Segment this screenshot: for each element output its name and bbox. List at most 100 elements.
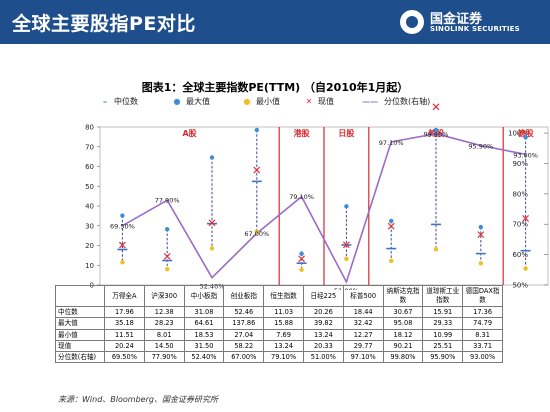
table-row-header: 中位数 bbox=[55, 305, 105, 319]
current-marker bbox=[118, 241, 126, 249]
legend-median-label: 中位数 bbox=[114, 97, 138, 106]
right-axis-tick-label: 50% bbox=[512, 282, 528, 290]
table-cell: 15.88 bbox=[263, 317, 304, 330]
min-point bbox=[165, 266, 170, 272]
table-cell: 58.22 bbox=[223, 339, 265, 353]
legend-min-label: 最小值 bbox=[256, 97, 280, 106]
table-cell: 30.67 bbox=[382, 305, 424, 319]
median-marker-icon: – bbox=[103, 97, 107, 106]
percentile-data-label: 99.80% bbox=[424, 131, 449, 139]
group-label: 德股 bbox=[518, 128, 534, 138]
table-cell: 29.77 bbox=[342, 339, 384, 353]
percentile-data-label: 67.00% bbox=[244, 230, 269, 238]
max-point bbox=[478, 224, 483, 230]
logo-name-cn: 国金证券 bbox=[430, 12, 483, 27]
percentile-data-label: 93.00% bbox=[513, 151, 538, 159]
table-cell: 14.50 bbox=[143, 339, 185, 353]
left-axis-tick-label: 40 bbox=[85, 203, 94, 211]
page-title: 全球主要股指PE对比 bbox=[12, 13, 196, 35]
max-dot-icon: ● bbox=[173, 97, 181, 106]
table-cell: 64.61 bbox=[183, 317, 225, 330]
legend-percentile-label: 分位数(右轴) bbox=[384, 97, 431, 106]
legend-min: ● 最小值 bbox=[238, 96, 281, 107]
table-column-header: 沪深300 bbox=[143, 285, 185, 307]
current-marker bbox=[298, 255, 306, 263]
table-cell: 137.86 bbox=[223, 317, 265, 330]
table-column-header: 纳斯达克指数 bbox=[382, 285, 424, 307]
table-cell: 10.99 bbox=[422, 328, 464, 341]
current-marker bbox=[253, 166, 261, 174]
logo-icon bbox=[400, 10, 424, 34]
current-marker bbox=[298, 255, 306, 263]
current-marker bbox=[522, 214, 530, 222]
table-column-header: 日经225 bbox=[302, 285, 344, 307]
max-point bbox=[389, 218, 394, 224]
table-cell: 18.12 bbox=[382, 328, 424, 341]
table-cell: 13.24 bbox=[302, 328, 344, 341]
right-axis-tick-label: 100% bbox=[508, 130, 528, 138]
table-cell: 79.10% bbox=[263, 351, 304, 364]
table-cell: 39.82 bbox=[302, 317, 344, 330]
group-label: A股 bbox=[182, 128, 196, 138]
min-point bbox=[299, 267, 304, 273]
table-cell: 28.23 bbox=[143, 317, 185, 330]
chart-title: 图表1：全球主要指数PE(TTM) （自2010年1月起） bbox=[141, 81, 409, 94]
table-cell: 90.21 bbox=[382, 339, 424, 353]
table-cell: 13.24 bbox=[263, 339, 304, 353]
table-cell: 77.90% bbox=[143, 351, 185, 364]
current-marker bbox=[208, 219, 216, 227]
table-cell: 74.79 bbox=[462, 317, 503, 330]
group-label: 港股 bbox=[294, 128, 310, 138]
table-cell: 31.50 bbox=[183, 339, 225, 353]
chart-legend: – 中位数 ● 最大值 ● 最小值 ✕ 现值 —— 分位数(右轴) bbox=[0, 96, 550, 108]
right-axis-tick-label: 80% bbox=[512, 190, 528, 198]
table-column-header: 恒生指数 bbox=[263, 285, 304, 307]
min-point bbox=[523, 266, 528, 271]
table-cell: 15.91 bbox=[422, 305, 464, 319]
table-row-header: 现值 bbox=[55, 339, 105, 353]
left-axis-tick-label: 30 bbox=[85, 222, 94, 230]
table-cell: 20.33 bbox=[302, 339, 344, 353]
legend-max: ● 最大值 bbox=[168, 96, 211, 107]
current-marker bbox=[118, 241, 126, 249]
table-row-header: 最大值 bbox=[55, 317, 105, 330]
table-cell: 8.01 bbox=[143, 328, 185, 341]
percentile-data-label: 79.10% bbox=[289, 193, 314, 201]
table-cell: 32.42 bbox=[342, 317, 384, 330]
left-axis-tick-label: 80 bbox=[85, 124, 94, 132]
current-marker bbox=[342, 241, 350, 249]
table-body: 中位数 17.96 12.38 31.08 52.46 11.03 20.26 18.44 30… bbox=[55, 305, 503, 364]
table-cell: 20.26 bbox=[302, 305, 344, 319]
percentile-data-label: 95.90% bbox=[468, 143, 493, 151]
legend-current-label: 现值 bbox=[318, 97, 334, 106]
header-bar: 全球主要股指PE对比 国金证券 SINOLINK SECURITIES bbox=[0, 0, 550, 44]
current-marker bbox=[253, 166, 261, 174]
table-cell: 99.80% bbox=[382, 351, 424, 364]
table-column-header: 道琼斯工业指数 bbox=[422, 285, 464, 307]
current-marker bbox=[477, 231, 485, 239]
left-axis-tick-label: 10 bbox=[85, 262, 94, 270]
table-cell: 97.10% bbox=[342, 351, 384, 364]
legend-max-label: 最大值 bbox=[186, 97, 210, 106]
group-label: 日股 bbox=[338, 128, 354, 138]
table-cell: 11.03 bbox=[263, 305, 304, 319]
min-point bbox=[478, 261, 483, 266]
min-point bbox=[344, 256, 349, 262]
min-point bbox=[120, 260, 125, 265]
current-marker bbox=[163, 252, 171, 260]
table-cell: 35.18 bbox=[104, 317, 145, 330]
right-axis-tick-label: 70% bbox=[512, 221, 528, 229]
max-point bbox=[165, 227, 170, 232]
table-cell: 67.00% bbox=[223, 351, 265, 364]
max-point bbox=[523, 135, 528, 140]
table-row: 最大值 35.18 28.23 64.61 137.86 15.88 39.82 32.42 9… bbox=[55, 317, 503, 330]
current-marker bbox=[387, 222, 395, 230]
table-row: 中位数 17.96 12.38 31.08 52.46 11.03 20.26 18.44 30… bbox=[55, 305, 503, 319]
table-cell: 95.90% bbox=[422, 351, 464, 364]
table-row-header: 最小值 bbox=[55, 328, 105, 341]
legend-percentile: —— 分位数(右轴) bbox=[356, 96, 430, 107]
table-cell: 8.31 bbox=[462, 328, 503, 341]
current-marker bbox=[522, 214, 530, 222]
max-point bbox=[120, 213, 125, 218]
